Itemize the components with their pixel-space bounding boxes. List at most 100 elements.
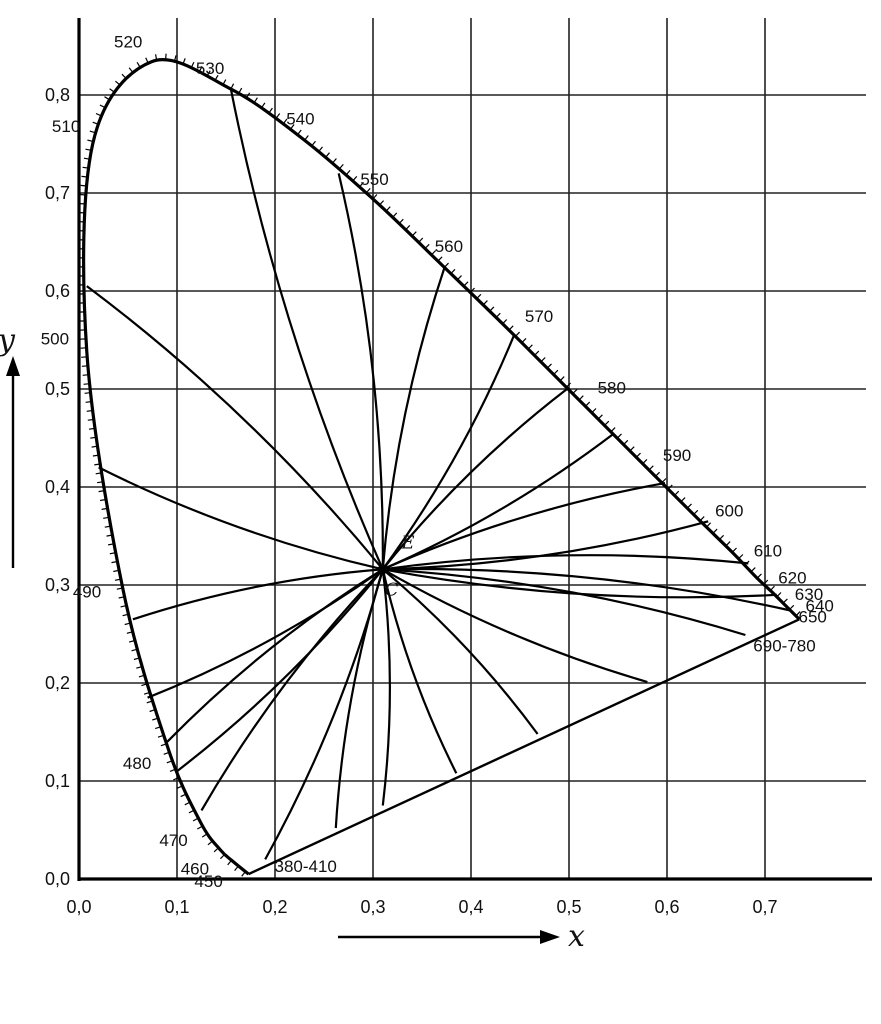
locus-hatch [169, 768, 176, 772]
locus-hatch [103, 516, 110, 519]
spectral-locus [82, 58, 801, 876]
locus-hatch [565, 382, 572, 388]
dominant-wavelength-line [176, 568, 384, 773]
purple-line-layer [248, 618, 800, 876]
dominant-wavelength-line [334, 568, 384, 829]
locus-hatch [120, 605, 127, 608]
locus-hatch [87, 418, 94, 421]
locus-hatch [87, 139, 94, 143]
locus-hatch [115, 80, 121, 86]
x-tick-label: 0,6 [654, 897, 679, 917]
x-axis-arrow-head [540, 930, 560, 944]
wavelength-label-600: 600 [715, 502, 743, 521]
dominant-wavelength-line [229, 88, 384, 570]
locus-hatch [207, 840, 213, 846]
locus-hatch [648, 465, 654, 471]
locus-hatch [661, 478, 667, 484]
locus-hatch [99, 104, 106, 109]
locus-hatch [756, 573, 762, 579]
locus-hatch [163, 751, 170, 755]
locus-hatch [304, 135, 309, 141]
dominant-wavelength-line [86, 285, 384, 570]
locus-hatch [107, 543, 115, 546]
locus-hatch [253, 97, 258, 104]
locus-hatch [116, 587, 123, 590]
locus-hatch [572, 388, 578, 395]
locus-hatch [616, 433, 622, 439]
locus-hatch [128, 639, 136, 643]
locus-hatch [152, 717, 159, 721]
dominant-wavelength-lines [86, 88, 791, 860]
locus-hatch [559, 376, 565, 382]
locus-hatch [190, 61, 195, 68]
locus-hatch [131, 648, 138, 652]
locus-hatch [176, 785, 183, 789]
locus-hatch [482, 300, 488, 306]
locus-hatch [238, 87, 243, 94]
wavelength-label-490: 490 [73, 583, 101, 602]
locus-hatch [495, 312, 501, 318]
locus-hatch [98, 490, 105, 493]
locus-hatch [90, 436, 97, 439]
dominant-wavelength-line [381, 334, 516, 570]
locus-hatch [411, 231, 417, 237]
locus-hatch [763, 579, 769, 585]
locus-hatch [182, 58, 186, 65]
y-tick-label: 0,6 [45, 281, 70, 301]
locus-hatch [782, 598, 788, 604]
locus-hatch [540, 357, 546, 363]
locus-hatch [261, 102, 266, 109]
wavelength-label-650: 650 [799, 608, 827, 627]
dominant-wavelength-line [381, 569, 458, 774]
locus-hatch [97, 481, 104, 484]
locus-hatch [184, 801, 191, 806]
locus-hatch [359, 181, 364, 188]
spectral-locus-layer [77, 53, 801, 877]
dominant-wavelength-line [132, 568, 383, 621]
locus-hatch [95, 112, 102, 117]
locus-hatch [118, 596, 125, 599]
locus-hatch [201, 833, 208, 838]
locus-hatch [693, 509, 699, 515]
locus-hatch [92, 454, 99, 457]
locus-hatch [143, 691, 150, 695]
dominant-wavelength-line [381, 388, 568, 570]
locus-hatch [365, 188, 371, 194]
locus-hatch [514, 331, 521, 337]
locus-hatch [86, 409, 93, 412]
dominant-wavelength-line [382, 568, 746, 637]
wavelength-label-480: 480 [123, 754, 151, 773]
wavelength-label-640: 640 [806, 597, 834, 616]
locus-hatch [133, 657, 140, 661]
locus-hatch [88, 427, 96, 430]
locus-hatch [405, 224, 411, 231]
locus-hatch [85, 401, 92, 403]
locus-hatch [744, 560, 750, 566]
locus-hatch [311, 140, 316, 147]
dominant-wavelength-line [337, 173, 384, 570]
wavelength-label-610: 610 [754, 542, 782, 561]
locus-hatch [113, 569, 120, 573]
locus-hatch [106, 534, 113, 537]
x-axis-label: x [568, 919, 585, 954]
locus-hatch [84, 392, 91, 394]
locus-hatch [623, 439, 629, 446]
locus-hatch [109, 552, 116, 555]
locus-hatch [699, 516, 705, 522]
x-tick-label: 0,2 [262, 897, 287, 917]
wavelength-label-560: 560 [435, 237, 463, 256]
locus-hatch [706, 522, 712, 528]
dominant-wavelength-line [381, 267, 446, 570]
locus-hatch [173, 777, 180, 781]
locus-hatch [155, 54, 158, 61]
wavelength-label-500: 500 [41, 330, 69, 349]
dominant-wavelength-line [264, 569, 384, 860]
locus-hatch [268, 107, 273, 114]
locus-hatch [352, 175, 358, 182]
locus-hatch [136, 666, 143, 669]
locus-hatch [597, 414, 603, 420]
locus-hatch [198, 66, 203, 72]
locus-hatch [155, 726, 162, 730]
